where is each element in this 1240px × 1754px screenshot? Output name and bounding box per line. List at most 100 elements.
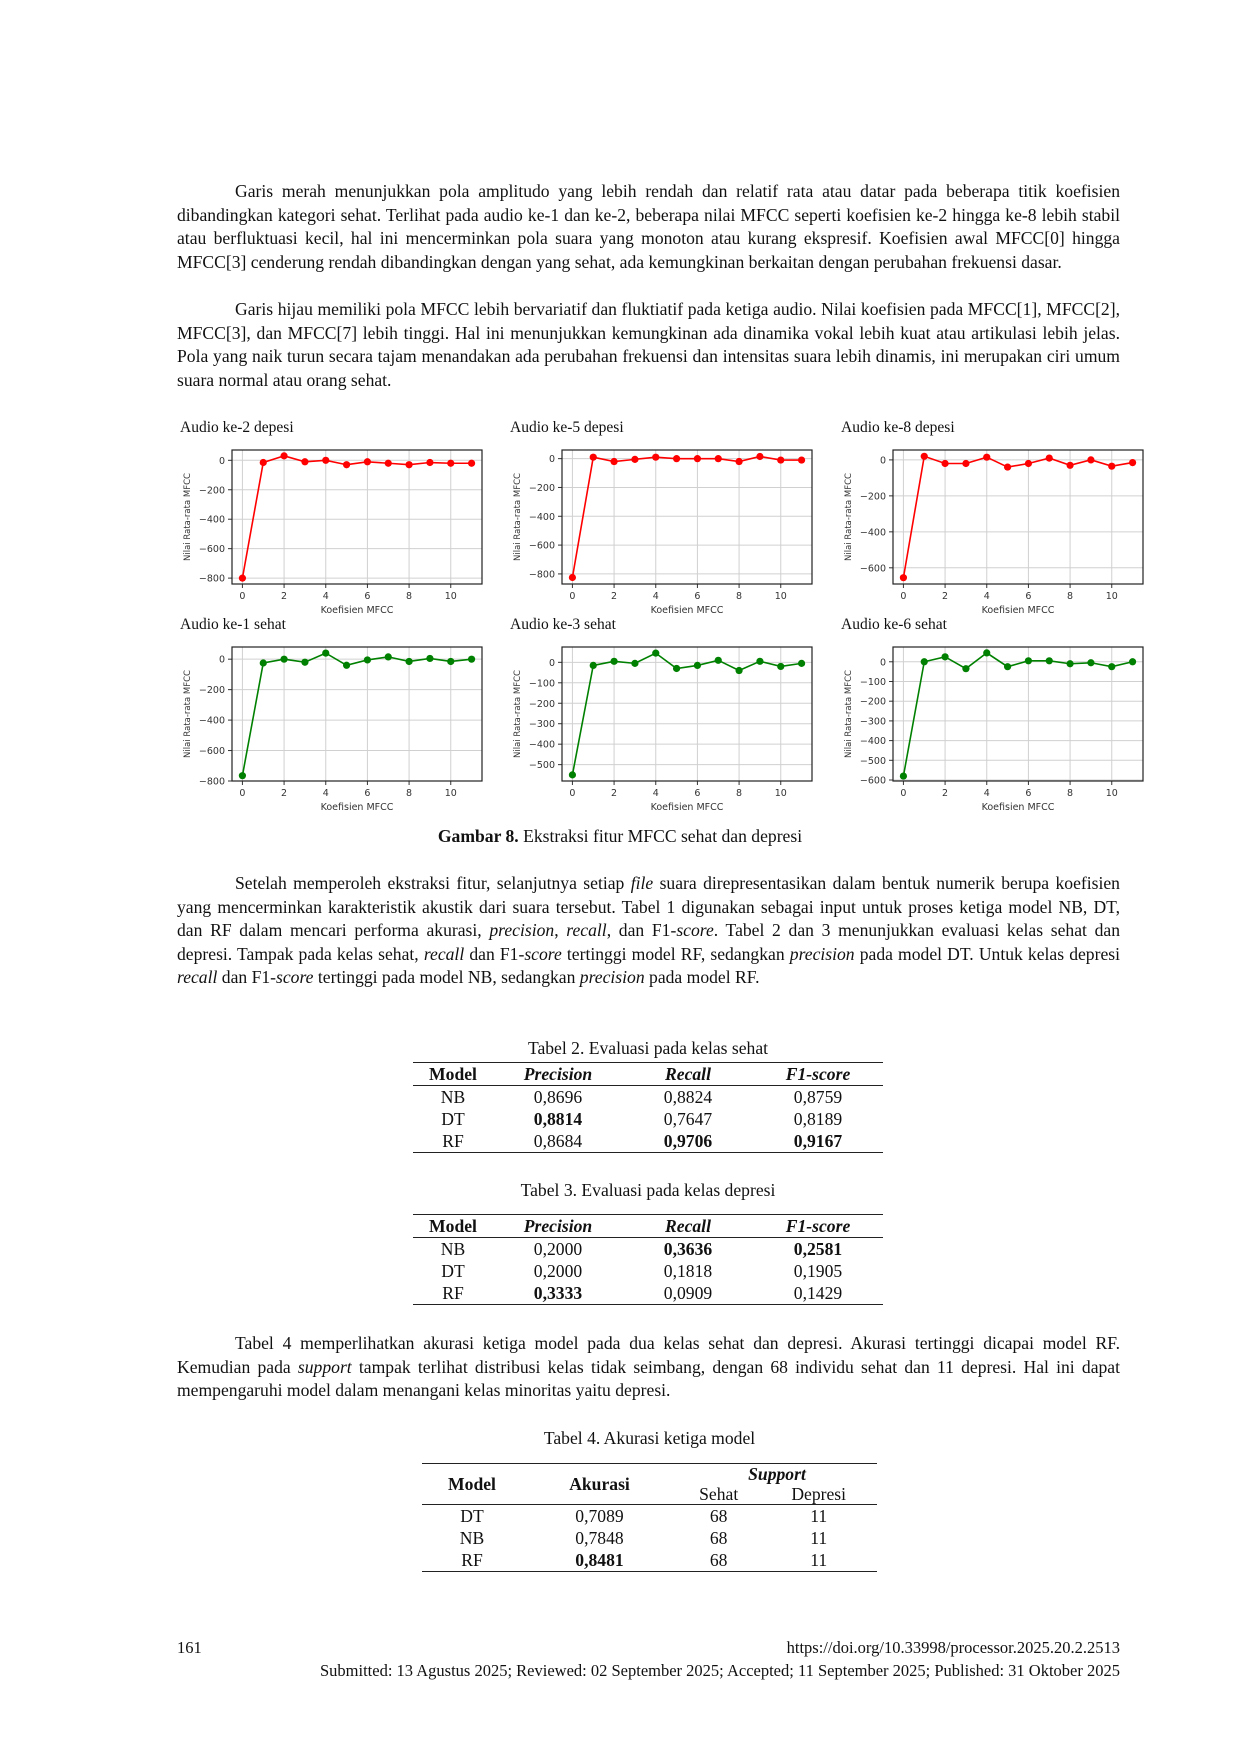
y-tick-label: −600 — [199, 746, 225, 757]
chart-title: Audio ke-2 depesi — [180, 419, 294, 436]
paragraph-red-line: Garis merah menunjukkan pola amplitudo y… — [177, 180, 1120, 274]
italic-term: recall — [423, 943, 465, 964]
x-tick-label: 2 — [611, 591, 617, 602]
series-line — [241, 652, 472, 776]
header-row: Model Precision Recall F1-score — [413, 1062, 883, 1086]
x-tick-label: 10 — [1106, 591, 1118, 602]
data-point — [899, 772, 908, 780]
data-point — [610, 657, 618, 665]
plot-frame — [892, 646, 1144, 782]
data-point — [1066, 461, 1074, 469]
plot-frame — [892, 449, 1144, 585]
chart-svg: Audio ke-5 depesi 0 2 4 6 8 10 −800 −600 −400 −200… — [510, 419, 813, 616]
series-line — [241, 455, 472, 579]
chart-audio-1-sehat: Audio ke-1 sehat 0 2 4 6 8 10 −800 −600 −400 −200 0… — [170, 609, 500, 814]
data-point — [1066, 660, 1074, 668]
plot-frame — [561, 646, 813, 782]
data-point — [259, 458, 267, 467]
data-point — [405, 657, 413, 666]
y-axis-label: Nilai Rata-rata MFCC — [513, 473, 523, 561]
plot-frame — [231, 646, 483, 782]
data-point — [426, 458, 434, 467]
x-tick-label: 10 — [775, 591, 787, 602]
text-segment: pada model DT. Untuk kelas depresi — [854, 943, 1121, 964]
y-tick-label: −200 — [199, 485, 225, 496]
data-point — [714, 656, 722, 664]
table-row: RF 0,8684 0,9706 0,9167 — [413, 1130, 883, 1153]
data-point — [962, 665, 970, 673]
text-segment: . Tabel 2 dan 3 menunjukkan evaluasi kel… — [177, 920, 1120, 964]
header-model: Model — [422, 1463, 522, 1505]
x-axis-label: Koefisien MFCC — [321, 605, 394, 616]
y-tick-label: −400 — [529, 512, 555, 523]
data-point — [568, 771, 577, 779]
chart-svg: Audio ke-6 sehat 0 2 4 6 8 10 −600 −500 −400 −300 −… — [841, 616, 1144, 813]
data-point — [301, 458, 309, 466]
chart-title: Audio ke-3 sehat — [510, 616, 617, 633]
data-point — [693, 661, 702, 670]
cell: 68 — [709, 1550, 728, 1570]
cell: 0,7647 — [663, 1109, 713, 1129]
x-tick-label: 6 — [364, 591, 370, 602]
data-point — [1024, 657, 1033, 665]
table2: Model Precision Recall F1-score NB 0,8696 0,88… — [413, 1062, 883, 1153]
cell: 0,1905 — [793, 1261, 843, 1281]
cell: 0,8814 — [533, 1109, 583, 1129]
data-point — [589, 453, 597, 461]
y-tick-label: 0 — [549, 658, 555, 669]
x-tick-label: 10 — [775, 788, 787, 799]
x-tick-label: 8 — [1067, 591, 1073, 602]
chart-svg: Audio ke-2 depesi 0 2 4 6 8 10 −800 −600 −400 −200… — [180, 419, 483, 616]
data-point — [714, 455, 722, 463]
header-row: Model Precision Recall F1-score — [413, 1214, 883, 1238]
data-point — [467, 459, 476, 467]
table3-caption: Tabel 3. Evaluasi pada kelas depresi — [520, 1180, 776, 1200]
text-segment: Tabel 4 memperlihatkan akurasi ketiga mo… — [177, 1333, 1120, 1377]
y-axis-label: Nilai Rata-rata MFCC — [183, 670, 193, 758]
x-tick-label: 0 — [239, 788, 245, 799]
data-point — [1108, 462, 1116, 470]
cell: 0,8684 — [533, 1131, 583, 1151]
data-point — [693, 455, 702, 463]
y-axis-label: Nilai Rata-rata MFCC — [844, 670, 854, 758]
x-tick-label: 0 — [900, 591, 906, 602]
x-tick-label: 6 — [1025, 788, 1031, 799]
y-tick-label: 0 — [880, 657, 886, 668]
text-segment: dan F1- — [464, 943, 525, 964]
text-segment: pada model RF. — [644, 967, 760, 988]
table-row: RF 0,8481 68 11 — [422, 1549, 877, 1572]
data-point — [777, 456, 785, 464]
data-point — [652, 453, 660, 461]
y-tick-label: 0 — [219, 655, 225, 666]
x-tick-label: 8 — [406, 788, 412, 799]
doi-link[interactable]: https://doi.org/10.33998/processor.2025.… — [786, 1638, 1120, 1657]
text-segment: , dan F1- — [606, 920, 677, 941]
y-tick-label: −100 — [860, 677, 886, 688]
x-tick-label: 4 — [323, 788, 329, 799]
data-point — [735, 457, 743, 466]
table3: Model Precision Recall F1-score NB 0,2000 0,36… — [413, 1214, 883, 1305]
figure-label: Gambar 8. — [437, 826, 519, 846]
data-point — [363, 656, 372, 664]
text-segment: tertinggi model RF, sedangkan — [561, 943, 790, 964]
paragraph-feature-extraction: Setelah memperoleh ekstraksi fitur, sela… — [177, 872, 1120, 990]
data-point — [631, 659, 639, 667]
page-number: 161 — [177, 1638, 202, 1657]
x-tick-label: 2 — [611, 788, 617, 799]
x-tick-label: 8 — [1067, 788, 1073, 799]
cell: 0,9167 — [793, 1131, 843, 1151]
data-point — [652, 649, 660, 657]
data-point — [447, 459, 455, 467]
y-tick-label: −600 — [860, 776, 886, 787]
y-tick-label: −200 — [199, 685, 225, 696]
cell: NB — [440, 1239, 466, 1259]
table4-caption: Tabel 4. Akurasi ketiga model — [543, 1428, 756, 1448]
x-tick-label: 0 — [569, 591, 575, 602]
data-point — [342, 661, 351, 669]
chart-title: Audio ke-5 depesi — [510, 419, 624, 436]
data-point — [1128, 658, 1137, 666]
y-tick-label: −600 — [199, 544, 225, 555]
italic-term: recall — [566, 920, 607, 941]
paragraph-green-line: Garis hijau memiliki pola MFCC lebih ber… — [177, 298, 1120, 392]
cell: 11 — [810, 1506, 828, 1526]
